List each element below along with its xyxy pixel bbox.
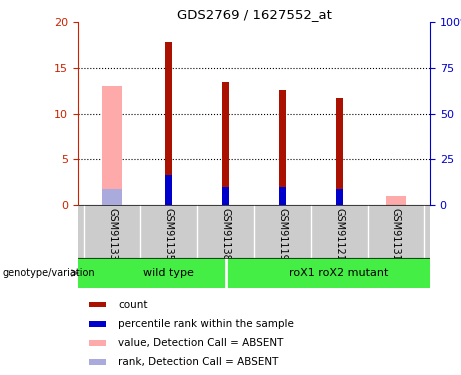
Text: value, Detection Call = ABSENT: value, Detection Call = ABSENT <box>118 338 284 348</box>
Text: GSM91131: GSM91131 <box>391 208 401 260</box>
Text: GSM91138: GSM91138 <box>221 208 230 260</box>
Bar <box>222 187 229 205</box>
Bar <box>89 340 106 346</box>
Text: wild type: wild type <box>143 268 194 278</box>
Bar <box>165 175 172 205</box>
Bar <box>89 302 106 307</box>
Bar <box>386 196 406 205</box>
Bar <box>89 359 106 365</box>
Text: count: count <box>118 300 148 310</box>
Bar <box>165 42 172 205</box>
Title: GDS2769 / 1627552_at: GDS2769 / 1627552_at <box>177 8 331 21</box>
Bar <box>102 86 122 205</box>
Text: GSM91121: GSM91121 <box>334 208 344 261</box>
Text: percentile rank within the sample: percentile rank within the sample <box>118 319 295 329</box>
Text: genotype/variation: genotype/variation <box>2 268 95 278</box>
Bar <box>279 187 286 205</box>
Text: roX1 roX2 mutant: roX1 roX2 mutant <box>290 268 389 278</box>
Bar <box>279 90 286 205</box>
Text: GSM91133: GSM91133 <box>107 208 117 260</box>
Bar <box>222 82 229 205</box>
Bar <box>336 98 343 205</box>
Text: rank, Detection Call = ABSENT: rank, Detection Call = ABSENT <box>118 357 279 367</box>
Text: GSM91135: GSM91135 <box>164 208 174 261</box>
Bar <box>102 189 122 205</box>
Text: GSM91119: GSM91119 <box>278 208 287 260</box>
Bar <box>336 189 343 205</box>
Bar <box>89 321 106 327</box>
